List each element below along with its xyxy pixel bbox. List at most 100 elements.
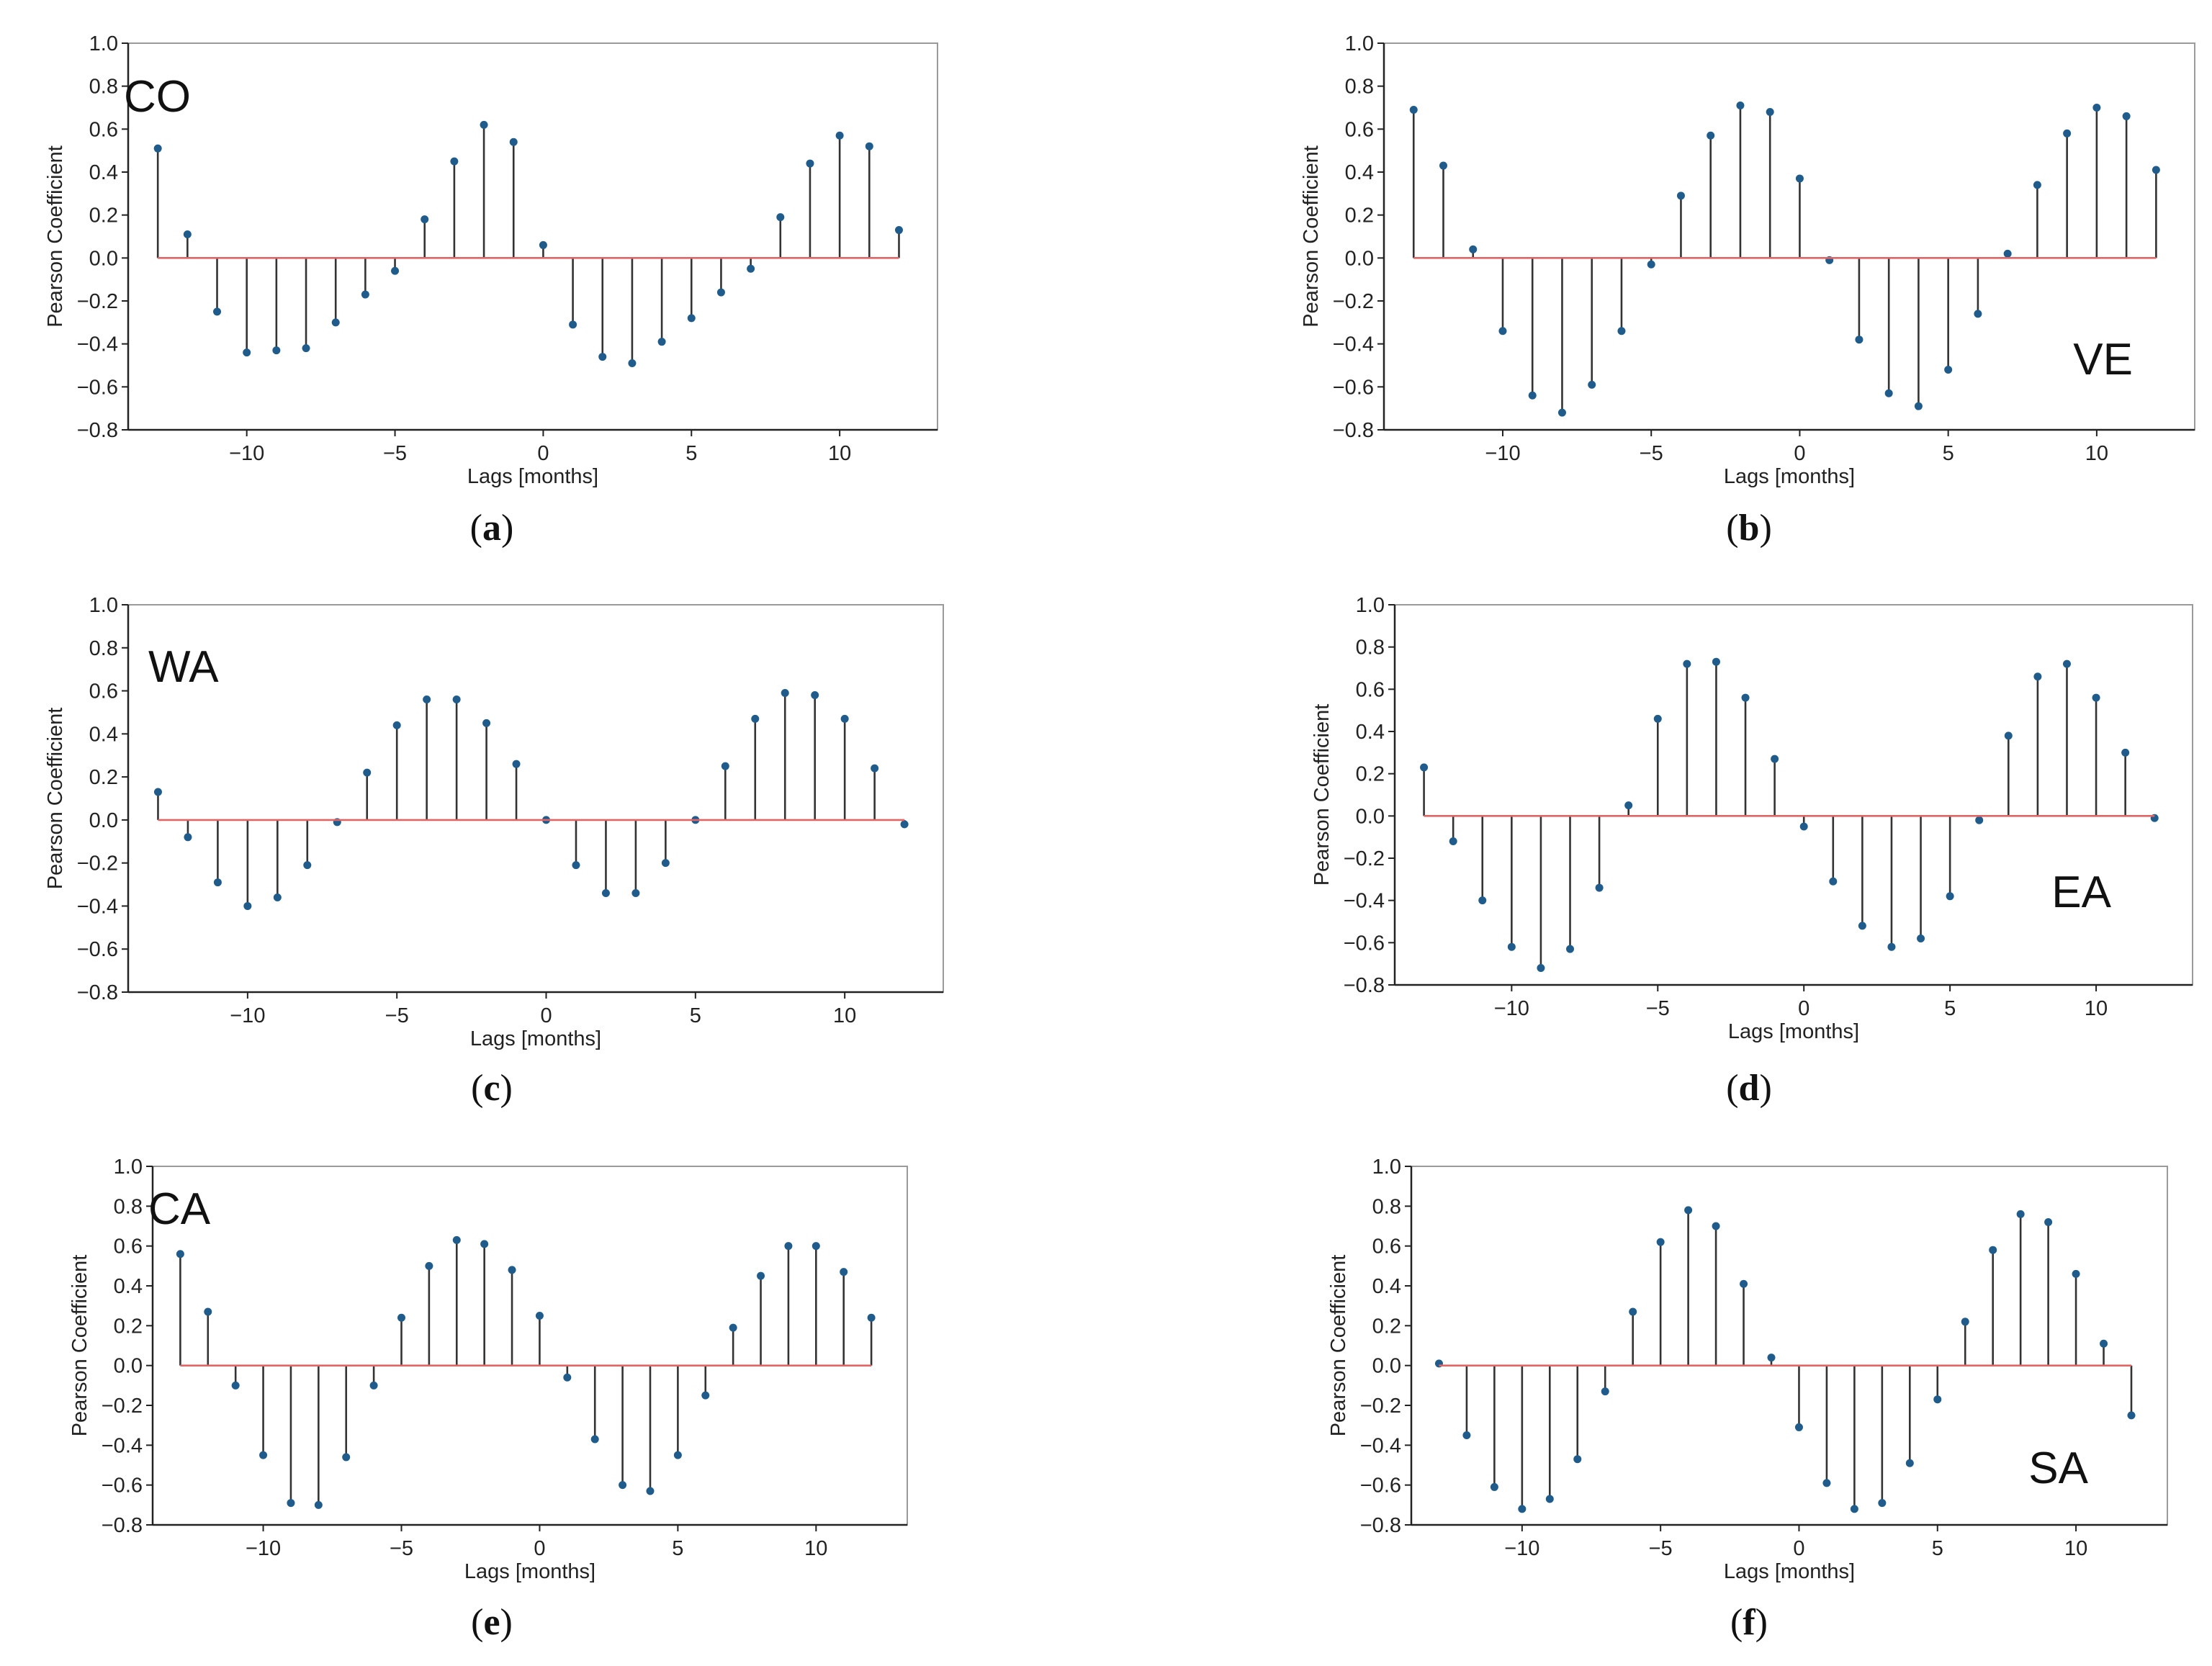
y-axis-title: Pearson Coefficient xyxy=(44,708,67,890)
stem-marker xyxy=(452,1235,461,1244)
x-axis-title: Lags [months] xyxy=(464,1560,595,1583)
stem-marker xyxy=(512,760,521,768)
x-tick-label: 10 xyxy=(2085,442,2108,465)
y-tick-label: −0.8 xyxy=(77,981,118,1004)
stem-marker xyxy=(1573,1455,1582,1464)
y-tick-label: 1.0 xyxy=(1372,1156,1401,1179)
stem-marker xyxy=(729,1323,737,1332)
y-axis-title: Pearson Coefficient xyxy=(1310,704,1334,886)
stem-marker xyxy=(2072,1269,2080,1278)
stem-marker xyxy=(243,901,252,910)
stem-marker xyxy=(342,1453,351,1462)
stem-marker xyxy=(392,721,401,729)
y-tick-label: 0.0 xyxy=(114,1355,143,1378)
stem-marker xyxy=(1518,1505,1527,1513)
y-tick-label: 0.4 xyxy=(89,723,118,746)
y-tick-label: 0.4 xyxy=(89,161,118,184)
stem-marker xyxy=(1887,942,1896,951)
stem-marker xyxy=(1595,883,1604,892)
plot-frame xyxy=(1394,604,2193,986)
stem-marker xyxy=(1409,105,1418,114)
chart-panel-ve: −0.8 −0.6 −0.4 −0.2 0.0 0.2 0.4 0.6 0.8 1.0 −10 −5 0… xyxy=(1300,32,2195,549)
stem-marker xyxy=(572,861,580,870)
stem-marker xyxy=(835,131,844,140)
stem-marker xyxy=(2003,249,2012,258)
plot-frame xyxy=(127,604,944,993)
y-tick-label: −0.2 xyxy=(1333,290,1374,313)
stem-marker xyxy=(421,215,429,224)
y-tick-label: 0.2 xyxy=(89,766,118,789)
stem-marker xyxy=(631,889,640,898)
y-tick-label: −0.8 xyxy=(1344,974,1385,997)
stem-marker xyxy=(1933,1395,1942,1404)
y-tick-label: 0.6 xyxy=(1372,1235,1401,1258)
stem-marker xyxy=(1647,260,1655,269)
y-tick-label: −0.6 xyxy=(1344,932,1385,955)
stem-marker xyxy=(2004,731,2013,740)
x-tick-label: −10 xyxy=(229,442,264,465)
x-tick-label: −10 xyxy=(1485,442,1520,465)
stem-marker xyxy=(871,764,879,773)
stem-marker xyxy=(1545,1495,1554,1503)
stem-marker xyxy=(361,290,369,299)
y-tick-label: 0.8 xyxy=(114,1195,143,1218)
stem-marker xyxy=(1557,408,1566,417)
stem-marker xyxy=(1449,837,1457,846)
y-tick-label: 0.8 xyxy=(1356,636,1385,659)
x-tick-label: 5 xyxy=(672,1537,683,1560)
stem-marker xyxy=(1629,1307,1637,1316)
stem-marker xyxy=(153,788,162,796)
y-tick-label: 1.0 xyxy=(89,32,118,55)
y-axis-title: Pearson Coefficient xyxy=(44,145,67,328)
stem-marker xyxy=(1850,1505,1858,1513)
x-tick-label: 0 xyxy=(534,1537,545,1560)
stem-marker xyxy=(657,338,666,346)
y-tick-label: 1.0 xyxy=(89,594,118,617)
y-tick-label: −0.2 xyxy=(1360,1395,1401,1418)
y-tick-label: 0.6 xyxy=(89,680,118,703)
stem-marker xyxy=(331,318,340,327)
panel-caption: (d) xyxy=(1726,1068,1772,1109)
y-tick-label: 0.6 xyxy=(1356,678,1385,701)
y-tick-label: 0.4 xyxy=(1345,161,1374,184)
y-tick-label: −0.6 xyxy=(1360,1474,1401,1498)
stem-marker xyxy=(1771,755,1779,763)
stem-marker xyxy=(2122,112,2131,120)
y-tick-label: 0.2 xyxy=(89,204,118,228)
y-tick-label: 0.8 xyxy=(89,76,118,99)
stem-marker xyxy=(1624,801,1633,810)
y-tick-label: −0.2 xyxy=(77,290,118,313)
stem-marker xyxy=(598,353,607,361)
stem-marker xyxy=(1974,310,1982,318)
x-tick-label: −5 xyxy=(383,442,407,465)
stem-marker xyxy=(480,1240,489,1248)
y-tick-label: −0.2 xyxy=(102,1395,143,1418)
y-tick-label: −0.4 xyxy=(77,333,118,356)
stem-marker xyxy=(900,820,909,829)
stem-marker xyxy=(1617,327,1626,336)
stem-marker xyxy=(272,346,281,355)
stem-marker xyxy=(450,157,459,166)
stem-marker xyxy=(1656,1238,1665,1246)
y-tick-label: −0.4 xyxy=(1360,1434,1401,1457)
stem-marker xyxy=(2016,1210,2025,1218)
x-tick-label: 5 xyxy=(1932,1537,1943,1560)
stem-marker xyxy=(2044,1217,2053,1226)
stem-marker xyxy=(1712,657,1720,666)
stem-marker xyxy=(646,1487,655,1495)
chart-panel-ca: −0.8 −0.6 −0.4 −0.2 0.0 0.2 0.4 0.6 0.8 1.0 −10 −5 0… xyxy=(68,1156,908,1643)
region-label: EA xyxy=(2051,868,2111,917)
stem-marker xyxy=(1766,107,1774,116)
stem-marker xyxy=(806,159,814,168)
stem-marker xyxy=(176,1250,184,1258)
x-tick-label: 5 xyxy=(685,442,697,465)
y-axis-title: Pearson Coefficient xyxy=(68,1255,91,1437)
y-tick-label: 0.0 xyxy=(1345,247,1374,270)
y-axis-title: Pearson Coefficient xyxy=(1327,1255,1350,1437)
x-tick-label: −10 xyxy=(246,1537,281,1560)
y-tick-label: 0.8 xyxy=(89,637,118,660)
stem-marker xyxy=(811,691,819,700)
stem-marker xyxy=(287,1499,295,1508)
y-tick-label: −0.8 xyxy=(77,419,118,442)
stem-marker xyxy=(1528,391,1537,400)
